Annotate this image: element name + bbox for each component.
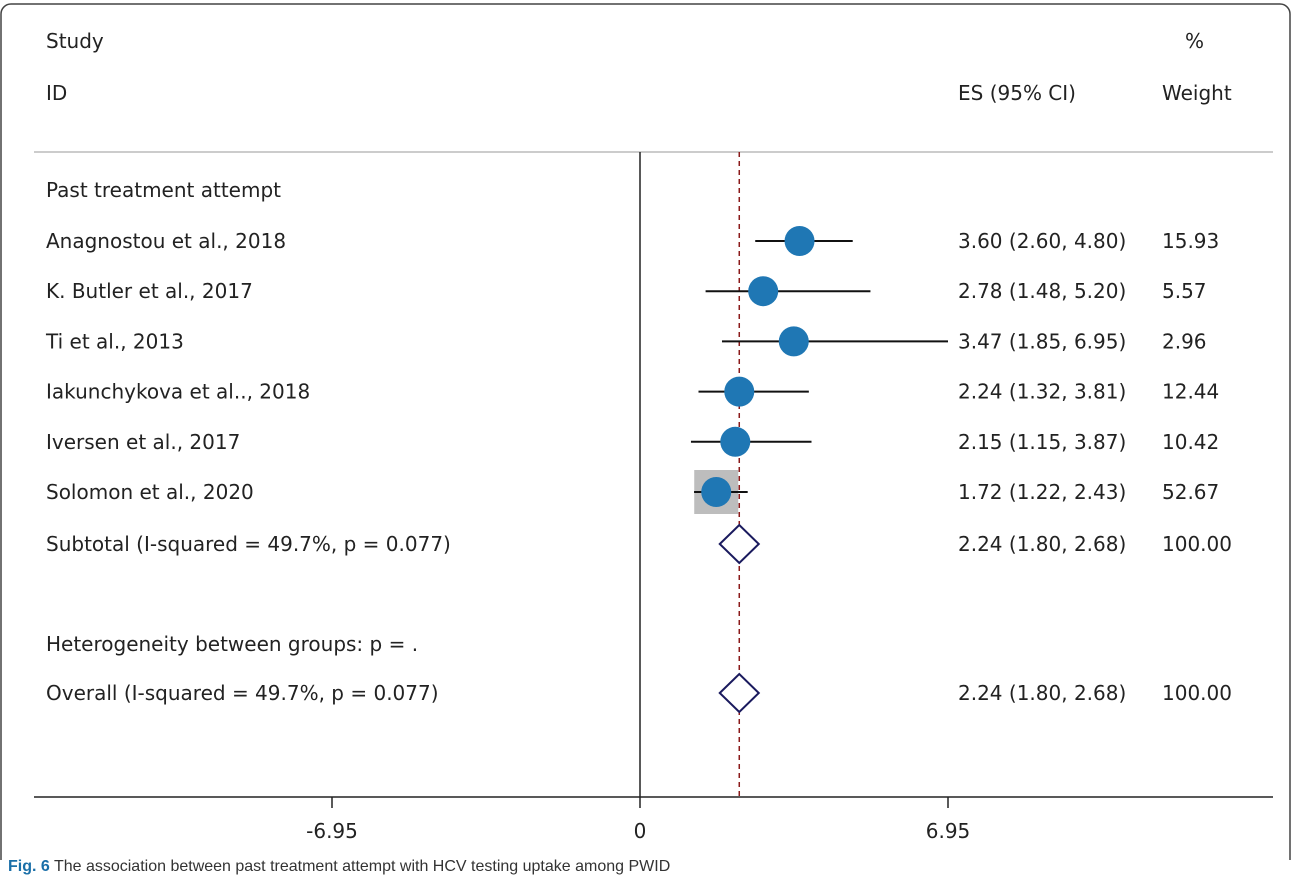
overall-label: Overall (I-squared = 49.7%, p = 0.077) — [46, 681, 439, 705]
es-ci-text: 3.47 (1.85, 6.95) — [958, 329, 1126, 353]
study-label: Solomon et al., 2020 — [46, 480, 254, 504]
header-percent: % — [1185, 29, 1204, 53]
caption-text: The association between past treatment a… — [53, 858, 671, 875]
subtotal-diamond — [718, 523, 761, 565]
es-ci-text: 2.24 (1.32, 3.81) — [958, 380, 1126, 404]
x-tick-label: -6.95 — [306, 819, 358, 843]
x-tick-label: 6.95 — [926, 819, 971, 843]
subtotal-es-text: 2.24 (1.80, 2.68) — [958, 532, 1126, 556]
group-label: Past treatment attempt — [46, 178, 281, 202]
study-label: K. Butler et al., 2017 — [46, 279, 253, 303]
header-study: Study — [46, 29, 104, 53]
es-ci-text: 1.72 (1.22, 2.43) — [958, 480, 1126, 504]
effect-marker — [701, 477, 732, 507]
subtotal-label: Subtotal (I-squared = 49.7%, p = 0.077) — [46, 532, 451, 556]
effect-marker — [748, 276, 779, 307]
forest-plot: Study ID % ES (95% CI) Weight Past treat… — [0, 3, 1291, 860]
header-weight: Weight — [1162, 81, 1232, 105]
weight-text: 2.96 — [1162, 329, 1207, 353]
weight-text: 52.67 — [1162, 480, 1219, 504]
overall-es-text: 2.24 (1.80, 2.68) — [958, 681, 1126, 705]
es-ci-text: 3.60 (2.60, 4.80) — [958, 229, 1126, 253]
effect-marker — [720, 426, 751, 457]
study-label: Iakunchykova et al.., 2018 — [46, 380, 310, 404]
weight-text: 12.44 — [1162, 380, 1219, 404]
study-label: Iversen et al., 2017 — [46, 430, 240, 454]
heterogeneity-text: Heterogeneity between groups: p = . — [46, 632, 418, 656]
subtotal-weight-text: 100.00 — [1162, 532, 1232, 556]
study-label: Anagnostou et al., 2018 — [46, 229, 286, 253]
x-axis-ticks: -6.95 0 6.95 — [306, 797, 970, 843]
x-tick-label: 0 — [634, 819, 647, 843]
overall-weight-text: 100.00 — [1162, 681, 1232, 705]
reference-lines — [639, 152, 741, 797]
caption-label: Fig. 6 — [8, 858, 50, 875]
effect-marker — [724, 376, 755, 407]
effect-marker — [784, 226, 815, 256]
header-id: ID — [46, 81, 67, 105]
header-es: ES (95% CI) — [958, 81, 1076, 105]
es-ci-text: 2.15 (1.15, 3.87) — [958, 430, 1126, 454]
overall-diamond — [718, 672, 761, 714]
effect-marker — [778, 326, 809, 357]
weight-text: 5.57 — [1162, 279, 1207, 303]
study-label: Ti et al., 2013 — [45, 329, 184, 353]
weight-text: 10.42 — [1162, 430, 1219, 454]
figure-caption: Fig. 6 The association between past trea… — [8, 858, 670, 876]
weight-text: 15.93 — [1162, 229, 1219, 253]
study-rows: Past treatment attempt Anagnostou et al.,… — [45, 178, 1232, 714]
es-ci-text: 2.78 (1.48, 5.20) — [958, 279, 1126, 303]
outer-border — [0, 3, 1291, 860]
